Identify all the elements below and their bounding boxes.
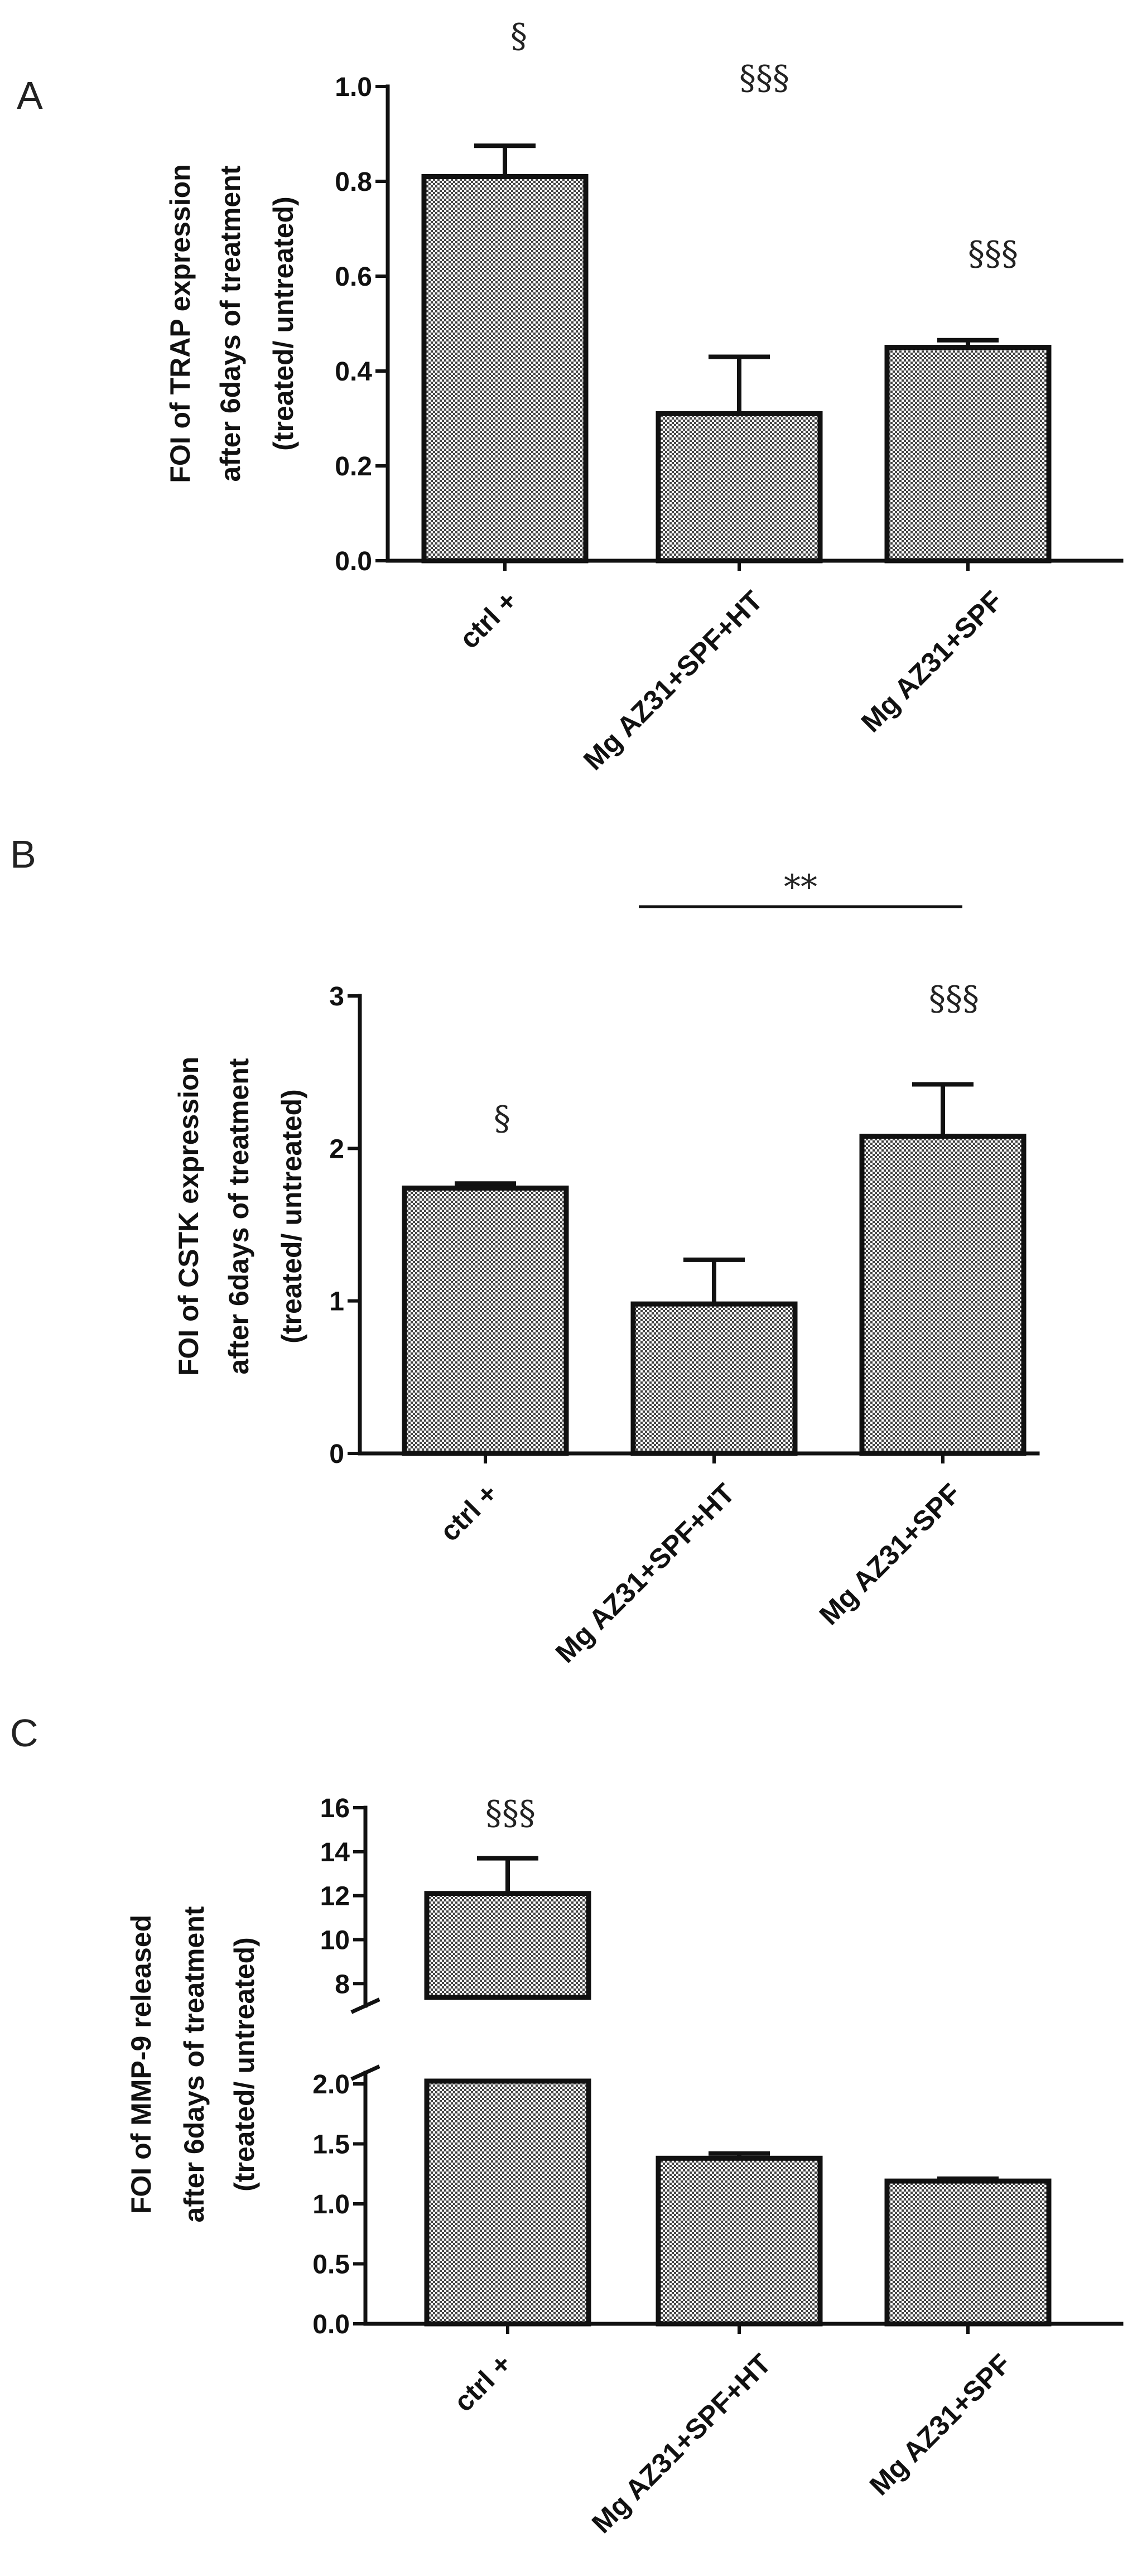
y-tick-label: 16 [320,1794,350,1823]
y-tick-label: 0.4 [335,357,372,387]
y-axis-label-line-2: after 6days of treatment [179,1906,210,2222]
y-tick-label: 1.0 [312,2190,350,2219]
category-label: ctrl + [434,1477,504,1547]
significance-annotation: § [494,1099,510,1138]
category-label: ctrl + [454,585,523,654]
category-label: Mg AZ31+SPF [855,585,1009,738]
y-tick-label: 10 [320,1925,350,1955]
y-tick-label: 2 [329,1134,344,1164]
significance-annotation: §§§ [929,979,979,1018]
y-axis-label-line-1: FOI of MMP-9 released [126,1915,157,2214]
y-tick-label: 1.5 [312,2130,350,2160]
y-tick-label: 0.0 [335,547,372,576]
bar-1 [424,2078,591,2327]
y-tick-label: 0 [329,1439,344,1469]
y-tick-label: 0.2 [335,452,372,482]
bar-2 [656,411,823,564]
panel-letter-a: A [17,74,43,117]
y-tick-label: 1.0 [335,73,372,102]
bar-3 [859,1133,1027,1456]
panel-letter-b: B [10,832,36,876]
y-tick-label: 0.5 [312,2250,350,2280]
category-label: Mg AZ31+SPF+HT [577,585,769,776]
significance-annotation: §§§ [739,59,789,98]
significance-annotation: §§§ [485,1794,536,1833]
panel-letter-c: C [10,1711,38,1755]
bar-1 [424,1891,591,2000]
category-label: Mg AZ31+SPF [864,2348,1017,2501]
category-label: Mg AZ31+SPF [813,1477,967,1631]
y-tick-label: 0.0 [312,2310,350,2339]
panel-a-chart: FOI of TRAP expression after 6days of tre… [165,17,1124,776]
y-tick-label: 0.8 [335,167,372,197]
y-axis-label-line-2: after 6days of treatment [223,1058,254,1374]
y-axis-label-line-3: (treated/ untreated) [268,196,299,451]
y-axis-label-line-1: FOI of TRAP expression [165,164,196,483]
y-axis-label-line-3: (treated/ untreated) [276,1089,307,1344]
bar-3 [884,2178,1052,2327]
category-label: Mg AZ31+SPF+HT [550,1477,741,1669]
y-axis-label-line-3: (treated/ untreated) [229,1937,260,2192]
significance-annotation: §§§ [968,234,1018,273]
y-tick-label: 0.6 [335,262,372,292]
y-tick-label: 14 [320,1838,350,1867]
bar-1 [402,1185,569,1456]
y-tick-label: 12 [320,1882,350,1911]
bar-2 [630,1301,798,1456]
y-axis-label-line-2: after 6days of treatment [215,165,246,482]
bar-break-gap [421,2001,594,2077]
axis-break-mark [350,2064,380,2081]
significance-annotation: § [510,17,527,56]
y-tick-label: 8 [335,1970,350,1999]
y-axis-label-line-1: FOI of CSTK expression [173,1057,204,1376]
y-tick-label: 1 [329,1287,344,1317]
category-label: Mg AZ31+SPF+HT [586,2348,777,2539]
y-tick-label: 3 [329,982,344,1012]
axis-break-mark [350,1997,380,2014]
panel-b-chart: FOI of CSTK expression after 6days of tre… [173,868,1040,1669]
bar-3 [884,345,1052,564]
bar-1 [421,174,589,564]
bar-2 [656,2155,823,2327]
y-tick-label: 2.0 [312,2070,350,2100]
significance-label: ** [784,868,817,907]
category-label: ctrl + [448,2348,518,2418]
panel-c-chart: FOI of MMP-9 released after 6days of trea… [126,1794,1124,2539]
